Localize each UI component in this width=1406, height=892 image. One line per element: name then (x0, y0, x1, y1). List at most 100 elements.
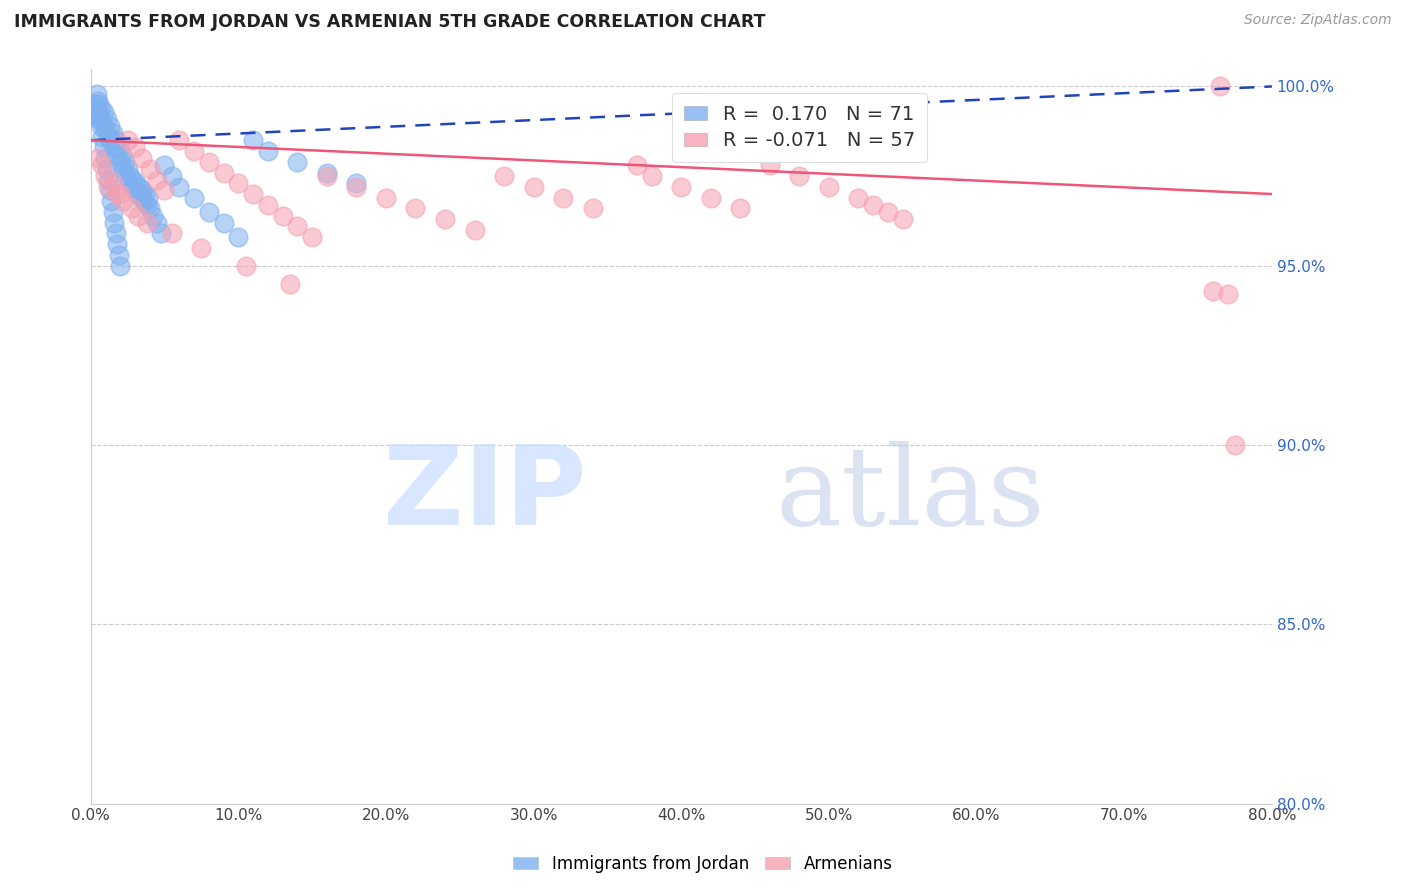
Point (759, 158, 782, 172)
Point (142, 209, 165, 223)
Point (112, 161, 135, 176)
Point (117, 161, 139, 176)
Point (105, 237, 128, 252)
Point (100, 194, 122, 209)
Point (700, 191, 723, 205)
Point (111, 147, 134, 161)
Point (877, 205, 900, 219)
Point (108, 187, 131, 202)
Point (135, 216, 157, 230)
Point (197, 205, 219, 219)
Point (86, 104, 108, 119)
Point (1202, 284, 1225, 298)
Point (101, 176, 124, 190)
Point (1223, 438, 1246, 452)
Point (256, 198, 278, 212)
Point (146, 216, 169, 230)
Point (626, 158, 648, 172)
Point (121, 179, 143, 194)
Point (108, 154, 131, 169)
Point (301, 230, 323, 244)
Point (128, 179, 150, 194)
Point (138, 161, 160, 176)
Point (190, 241, 212, 255)
Point (100, 133, 122, 147)
Point (89, 112, 111, 126)
Point (183, 191, 205, 205)
Point (153, 183, 176, 197)
Point (118, 176, 141, 190)
Point (582, 202, 605, 216)
Text: Source: ZipAtlas.com: Source: ZipAtlas.com (1244, 13, 1392, 28)
Point (167, 133, 190, 147)
Point (91, 158, 114, 172)
Point (1216, 287, 1239, 301)
Point (434, 212, 457, 227)
Point (94, 151, 117, 165)
Point (464, 223, 486, 237)
Point (105, 147, 128, 161)
Point (641, 169, 664, 183)
Point (93, 104, 115, 119)
Point (124, 140, 146, 154)
Point (553, 191, 575, 205)
Point (115, 169, 138, 183)
Point (891, 212, 914, 227)
Point (129, 191, 152, 205)
Point (91, 129, 114, 144)
Point (242, 133, 264, 147)
Point (97, 179, 120, 194)
Point (108, 259, 131, 273)
Point (117, 133, 139, 147)
Point (87, 151, 110, 165)
Point (107, 140, 129, 154)
Point (285, 154, 308, 169)
Legend: Immigrants from Jordan, Armenians: Immigrants from Jordan, Armenians (506, 848, 900, 880)
Point (315, 169, 337, 183)
Point (86, 87, 108, 101)
Point (114, 154, 136, 169)
Point (344, 179, 367, 194)
Point (197, 154, 219, 169)
Point (91, 115, 114, 129)
Point (127, 187, 149, 202)
Point (96, 112, 118, 126)
Point (120, 169, 142, 183)
Point (90, 101, 112, 115)
Point (160, 227, 183, 241)
Point (167, 179, 190, 194)
Point (121, 202, 143, 216)
Point (97, 172, 120, 186)
Point (153, 158, 176, 172)
Point (98, 183, 121, 197)
Point (848, 191, 870, 205)
Point (103, 216, 125, 230)
Point (212, 165, 235, 179)
Point (96, 161, 118, 176)
Point (315, 165, 337, 179)
Point (93, 140, 115, 154)
Point (104, 227, 127, 241)
Point (374, 191, 396, 205)
Point (226, 176, 249, 190)
Point (242, 187, 264, 202)
Point (344, 176, 367, 190)
Point (87, 97, 110, 112)
Point (183, 144, 205, 158)
Point (671, 179, 693, 194)
Point (278, 277, 301, 291)
Point (122, 172, 145, 186)
Point (112, 194, 135, 209)
Point (87, 94, 110, 108)
Legend: R =  0.170   N = 71, R = -0.071   N = 57: R = 0.170 N = 71, R = -0.071 N = 57 (672, 93, 927, 162)
Point (212, 216, 235, 230)
Point (730, 202, 752, 216)
Point (89, 108, 111, 122)
Text: atlas: atlas (776, 442, 1046, 549)
Point (862, 198, 884, 212)
Point (101, 205, 124, 219)
Point (98, 119, 121, 133)
Point (131, 151, 153, 165)
Point (146, 172, 169, 186)
Point (285, 219, 308, 234)
